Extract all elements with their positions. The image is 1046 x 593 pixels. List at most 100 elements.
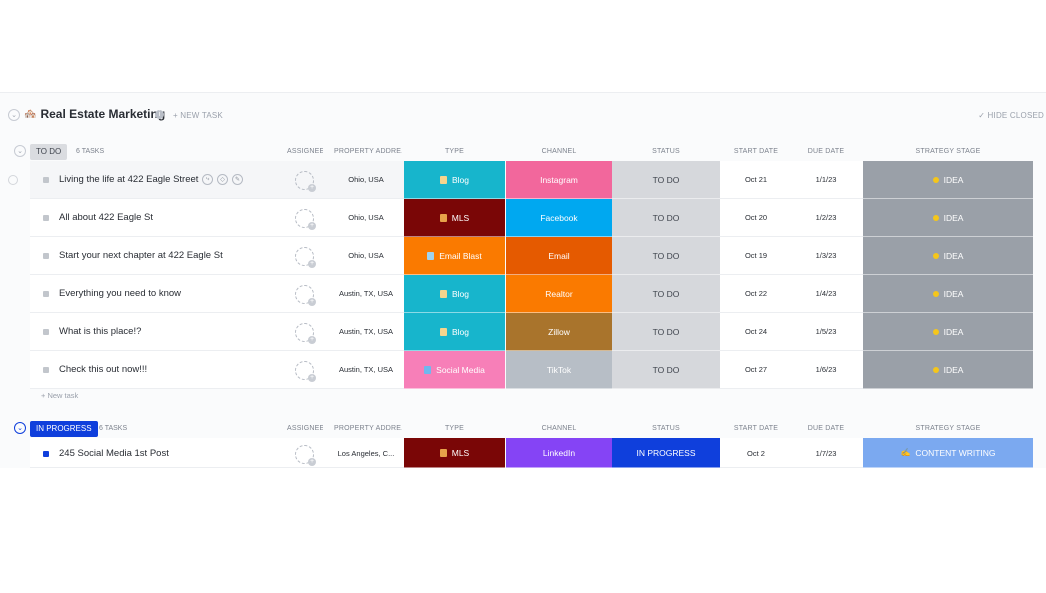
status-cell[interactable]: TO DO	[612, 351, 720, 389]
column-header-assignee[interactable]: ASSIGNEE	[287, 425, 323, 432]
task-name[interactable]: What is this place!?	[59, 326, 142, 337]
type-cell[interactable]: Blog	[404, 313, 505, 351]
table-row[interactable]: 245 Social Media 1st Post Los Angeles, C…	[0, 438, 1046, 468]
channel-cell[interactable]: Instagram	[506, 161, 612, 199]
status-square-icon[interactable]	[43, 177, 49, 183]
column-header-status[interactable]: STATUS	[652, 148, 680, 155]
assignee-avatar-icon[interactable]	[295, 445, 316, 466]
start-date[interactable]: Oct 21	[744, 175, 768, 184]
status-cell[interactable]: TO DO	[612, 313, 720, 351]
column-header-start-date[interactable]: START DATE	[733, 148, 779, 155]
column-header-channel[interactable]: CHANNEL	[541, 425, 577, 432]
status-group-pill[interactable]: TO DO	[30, 144, 68, 160]
assignee-avatar-icon[interactable]	[295, 323, 316, 344]
table-row[interactable]: All about 422 Eagle St Ohio, USA MLS Fac…	[0, 199, 1046, 237]
property-address[interactable]: Austin, TX, USA	[338, 289, 394, 298]
channel-cell[interactable]: Facebook	[506, 199, 612, 237]
type-cell[interactable]: MLS	[404, 199, 505, 237]
due-date[interactable]: 1/4/23	[815, 289, 837, 298]
type-cell[interactable]: Blog	[404, 275, 505, 313]
start-date[interactable]: Oct 22	[744, 289, 768, 298]
strategy-stage-cell[interactable]: IDEA	[863, 161, 1033, 199]
status-square-icon[interactable]	[43, 329, 49, 335]
table-row[interactable]: What is this place!? Austin, TX, USA Blo…	[0, 313, 1046, 351]
column-header-type[interactable]: TYPE	[444, 148, 465, 155]
start-date[interactable]: Oct 19	[744, 251, 768, 260]
collapse-list-icon[interactable]: ⌄	[8, 109, 20, 121]
status-cell[interactable]: TO DO	[612, 275, 720, 313]
channel-cell[interactable]: LinkedIn	[506, 438, 612, 468]
task-name[interactable]: Check this out now!!!	[59, 364, 148, 375]
strategy-stage-cell[interactable]: IDEA	[863, 313, 1033, 351]
column-header-strategy-stage[interactable]: STRATEGY STAGE	[915, 148, 981, 155]
task-name[interactable]: Start your next chapter at 422 Eagle St	[59, 250, 223, 261]
status-group-pill[interactable]: IN PROGRESS	[30, 421, 98, 437]
due-date[interactable]: 1/5/23	[815, 327, 837, 336]
status-square-icon[interactable]	[43, 367, 49, 373]
column-header-strategy-stage[interactable]: STRATEGY STAGE	[915, 425, 981, 432]
strategy-stage-cell[interactable]: ✍ CONTENT WRITING	[863, 438, 1033, 468]
status-cell[interactable]: IN PROGRESS	[612, 438, 720, 468]
strategy-stage-cell[interactable]: IDEA	[863, 199, 1033, 237]
table-row[interactable]: Check this out now!!! Austin, TX, USA So…	[0, 351, 1046, 389]
type-cell[interactable]: MLS	[404, 438, 505, 468]
table-row[interactable]: Living the life at 422 Eagle Street ⤷ ◇ …	[0, 161, 1046, 199]
status-square-icon[interactable]	[43, 253, 49, 259]
due-date[interactable]: 1/7/23	[815, 449, 837, 458]
property-address[interactable]: Austin, TX, USA	[338, 365, 394, 374]
tag-icon[interactable]: ◇	[217, 174, 228, 185]
hide-closed-toggle[interactable]: ✓ HIDE CLOSED	[978, 111, 1044, 120]
property-address[interactable]: Ohio, USA	[348, 213, 384, 222]
status-cell[interactable]: TO DO	[612, 199, 720, 237]
task-name[interactable]: All about 422 Eagle St	[59, 212, 154, 223]
new-task-button[interactable]: + NEW TASK	[173, 111, 223, 120]
column-header-start-date[interactable]: START DATE	[733, 425, 779, 432]
task-name[interactable]: 245 Social Media 1st Post	[59, 448, 169, 459]
due-date[interactable]: 1/1/23	[815, 175, 837, 184]
task-name[interactable]: Everything you need to know	[59, 288, 181, 299]
row-select-checkbox[interactable]	[8, 175, 18, 185]
column-header-due-date[interactable]: DUE DATE	[807, 425, 845, 432]
property-address[interactable]: Los Angeles, C...	[337, 449, 395, 458]
status-square-icon[interactable]	[43, 291, 49, 297]
property-address[interactable]: Austin, TX, USA	[338, 327, 394, 336]
info-icon[interactable]: i	[155, 110, 164, 119]
list-title-text[interactable]: Real Estate Marketing	[40, 107, 166, 121]
column-header-address[interactable]: PROPERTY ADDRE...	[334, 425, 402, 432]
task-name[interactable]: Living the life at 422 Eagle Street	[59, 174, 199, 185]
column-header-status[interactable]: STATUS	[652, 425, 680, 432]
table-row[interactable]: Everything you need to know Austin, TX, …	[0, 275, 1046, 313]
assignee-avatar-icon[interactable]	[295, 171, 316, 192]
column-header-due-date[interactable]: DUE DATE	[807, 148, 845, 155]
start-date[interactable]: Oct 2	[747, 449, 765, 458]
type-cell[interactable]: Email Blast	[404, 237, 505, 275]
new-task-inline-button[interactable]: + New task	[41, 391, 79, 400]
assignee-avatar-icon[interactable]	[295, 247, 316, 268]
collapse-group-icon[interactable]: ⌄	[14, 145, 26, 157]
edit-icon[interactable]: ✎	[232, 174, 243, 185]
subtask-icon[interactable]: ⤷	[202, 174, 213, 185]
start-date[interactable]: Oct 24	[744, 327, 768, 336]
assignee-avatar-icon[interactable]	[295, 285, 316, 306]
start-date[interactable]: Oct 27	[744, 365, 768, 374]
column-header-address[interactable]: PROPERTY ADDRE...	[334, 148, 402, 155]
strategy-stage-cell[interactable]: IDEA	[863, 237, 1033, 275]
status-cell[interactable]: TO DO	[612, 237, 720, 275]
assignee-avatar-icon[interactable]	[295, 361, 316, 382]
column-header-type[interactable]: TYPE	[444, 425, 465, 432]
status-cell[interactable]: TO DO	[612, 161, 720, 199]
strategy-stage-cell[interactable]: IDEA	[863, 351, 1033, 389]
type-cell[interactable]: Social Media	[404, 351, 505, 389]
channel-cell[interactable]: Realtor	[506, 275, 612, 313]
channel-cell[interactable]: TikTok	[506, 351, 612, 389]
column-header-assignee[interactable]: ASSIGNEE	[287, 148, 323, 155]
start-date[interactable]: Oct 20	[744, 213, 768, 222]
property-address[interactable]: Ohio, USA	[348, 175, 384, 184]
type-cell[interactable]: Blog	[404, 161, 505, 199]
status-square-icon[interactable]	[43, 451, 49, 457]
column-header-channel[interactable]: CHANNEL	[541, 148, 577, 155]
collapse-group-icon[interactable]: ⌄	[14, 422, 26, 434]
assignee-avatar-icon[interactable]	[295, 209, 316, 230]
strategy-stage-cell[interactable]: IDEA	[863, 275, 1033, 313]
channel-cell[interactable]: Email	[506, 237, 612, 275]
